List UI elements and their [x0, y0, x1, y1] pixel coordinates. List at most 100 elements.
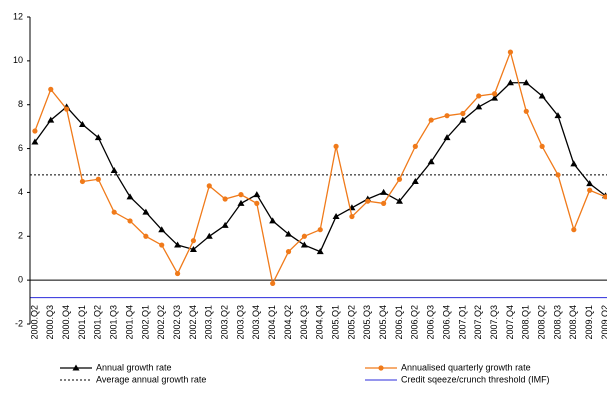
x-tick-label: 2008.Q1: [521, 305, 531, 340]
x-tick-label: 2008.Q2: [537, 305, 547, 340]
legend-label: Credit sqeeze/crunch threshold (IMF): [401, 374, 550, 384]
triangle-marker: [126, 193, 134, 200]
triangle-marker: [395, 197, 403, 204]
triangle-marker: [300, 241, 308, 248]
y-tick-label: -2: [15, 318, 23, 328]
triangle-marker: [570, 160, 578, 167]
triangle-marker: [110, 167, 118, 173]
circle-marker: [365, 198, 371, 204]
circle-marker: [222, 196, 228, 202]
circle-marker: [95, 176, 101, 182]
legend-label: Annual growth rate: [96, 362, 172, 372]
circle-marker: [159, 242, 165, 248]
triangle-marker: [189, 245, 197, 252]
circle-marker: [190, 238, 197, 244]
circle-marker: [333, 143, 339, 149]
circle-marker: [48, 86, 54, 92]
circle-marker: [174, 270, 181, 277]
x-tick-label: 2004.Q1: [267, 305, 277, 340]
triangle-marker: [316, 248, 324, 255]
circle-marker: [32, 128, 38, 134]
x-tick-label: 2000.Q2: [29, 305, 39, 340]
x-tick-label: 2006.Q3: [426, 305, 436, 340]
x-tick-label: 2008.Q3: [552, 305, 562, 340]
triangle-marker: [506, 79, 514, 86]
circle-marker: [602, 194, 607, 200]
x-tick-label: 2002.Q4: [188, 305, 198, 340]
triangle-marker: [427, 158, 435, 165]
legend-label: Annualised quarterly growth rate: [401, 362, 531, 372]
triangle-marker: [554, 112, 562, 119]
triangle-marker: [411, 177, 419, 184]
x-tick-label: 2004.Q4: [315, 305, 325, 340]
x-tick-label: 2008.Q4: [568, 305, 578, 340]
triangle-marker: [174, 241, 182, 248]
triangle-marker: [142, 208, 150, 215]
circle-marker: [270, 280, 276, 287]
x-tick-label: 2001.Q1: [77, 305, 87, 340]
circle-marker: [428, 117, 434, 123]
circle-marker: [507, 49, 514, 55]
triangle-marker: [94, 134, 102, 141]
x-tick-label: 2005.Q3: [362, 305, 372, 340]
x-tick-label: 2002.Q3: [172, 305, 182, 340]
x-tick-label: 2009.Q1: [584, 305, 594, 340]
x-tick-label: 2004.Q2: [283, 305, 293, 340]
x-tick-label: 2005.Q2: [346, 305, 356, 340]
legend-marker: [378, 365, 384, 371]
circle-marker: [539, 143, 545, 149]
circle-marker: [476, 93, 482, 99]
triangle-marker: [380, 188, 388, 195]
x-tick-label: 2001.Q2: [93, 305, 103, 340]
triangle-marker: [221, 221, 229, 228]
x-tick-label: 2009.Q2: [600, 305, 607, 340]
circle-marker: [587, 187, 593, 193]
x-tick-label: 2005.Q1: [330, 305, 340, 340]
x-tick-label: 2006.Q2: [410, 305, 420, 340]
circle-marker: [206, 183, 212, 189]
circle-marker: [396, 176, 403, 182]
x-tick-label: 2001.Q4: [124, 305, 134, 340]
triangle-marker: [285, 230, 293, 237]
triangle-marker: [586, 180, 594, 187]
circle-marker: [317, 227, 323, 233]
x-tick-label: 2007.Q4: [505, 305, 515, 340]
circle-marker: [238, 192, 244, 198]
x-tick-label: 2006.Q1: [394, 305, 404, 340]
y-tick-label: 6: [18, 143, 23, 153]
x-tick-label: 2002.Q2: [156, 305, 166, 340]
x-tick-label: 2007.Q3: [489, 305, 499, 340]
triangle-marker: [158, 226, 166, 233]
circle-marker: [460, 110, 466, 117]
circle-marker: [412, 143, 418, 149]
x-tick-label: 2002.Q1: [140, 305, 150, 340]
triangle-marker: [78, 120, 86, 127]
plot-area: [30, 49, 607, 299]
circle-marker: [254, 200, 260, 206]
triangle-marker: [522, 79, 530, 86]
circle-marker: [444, 113, 450, 119]
circle-marker: [381, 200, 387, 206]
triangle-marker: [31, 138, 39, 145]
y-tick-label: 8: [18, 99, 23, 109]
x-tick-label: 2003.Q1: [204, 305, 214, 340]
circle-marker: [301, 233, 307, 239]
triangle-marker: [459, 116, 467, 123]
x-tick-label: 2007.Q1: [457, 305, 467, 340]
circle-marker: [491, 91, 498, 97]
x-tick-label: 2000.Q4: [61, 305, 71, 340]
triangle-marker: [253, 191, 261, 198]
circle-marker: [79, 178, 86, 185]
triangle-marker: [205, 232, 213, 239]
triangle-marker: [237, 199, 245, 206]
circle-marker: [127, 218, 133, 224]
x-tick-label: 2003.Q4: [251, 305, 261, 340]
circle-marker: [64, 106, 70, 112]
legend-marker: [72, 364, 80, 371]
triangle-marker: [47, 116, 55, 123]
x-tick-label: 2003.Q3: [235, 305, 245, 340]
circle-marker: [523, 108, 529, 114]
circle-marker: [285, 249, 292, 255]
circle-marker: [349, 213, 355, 220]
